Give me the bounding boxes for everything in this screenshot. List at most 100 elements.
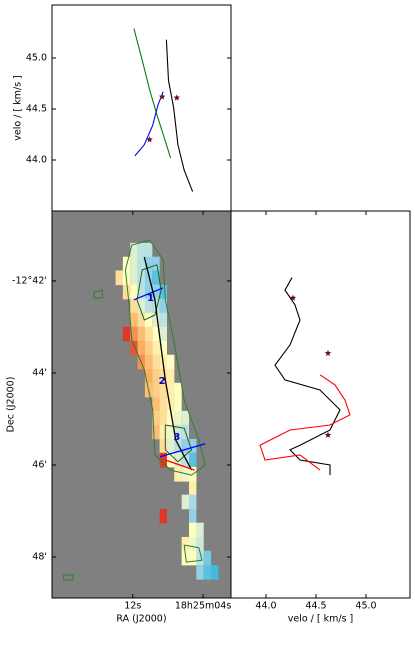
heatmap-cell — [174, 424, 182, 440]
heatmap-cell — [137, 312, 146, 328]
heatmap-cell — [174, 452, 182, 468]
heatmap-cell — [166, 452, 175, 468]
y-tick-label: 44.5 — [26, 104, 47, 115]
heatmap-cell — [159, 438, 167, 454]
heatmap-cell — [137, 242, 146, 258]
x-axis-label: RA (J2000) — [116, 614, 166, 625]
heatmap-cell — [189, 550, 197, 566]
panel-frame — [230, 210, 411, 599]
heatmap-cell — [196, 565, 204, 580]
contour — [93, 289, 103, 299]
heatmap-cell — [144, 284, 153, 300]
cut-label: 2 — [159, 376, 166, 387]
heatmap-cell — [159, 452, 167, 468]
heatmap-cell — [189, 536, 197, 552]
heatmap-cell — [144, 270, 153, 286]
x-tick-label: 12s — [124, 601, 141, 612]
heatmap-cell — [152, 326, 160, 342]
heatmap-cell — [159, 382, 167, 398]
series-line — [133, 28, 172, 159]
heatmap-cell — [144, 368, 153, 384]
heatmap-cell — [130, 256, 138, 272]
x-tick-label: 44.5 — [305, 601, 326, 612]
heatmap-cell — [144, 242, 153, 258]
contour — [136, 264, 162, 321]
heatmap-cell — [159, 424, 167, 440]
heatmap-cell — [159, 326, 167, 342]
heatmap-cell — [174, 467, 182, 482]
contour — [124, 239, 206, 476]
heatmap-cell — [152, 354, 160, 370]
heatmap-cell — [189, 480, 197, 496]
heatmap-cell — [122, 284, 131, 300]
heatmap-cell — [210, 565, 219, 580]
heatmap-cell — [152, 382, 160, 398]
series-line — [274, 277, 341, 476]
series-line — [134, 91, 164, 157]
heatmap-cell — [189, 522, 197, 538]
y-tick-label: 44' — [32, 367, 47, 378]
heatmap-cell — [196, 536, 204, 552]
heatmap-cell — [181, 494, 190, 510]
heatmap-cell — [159, 298, 167, 314]
heatmap-cell — [159, 410, 167, 426]
heatmap-cell — [166, 424, 175, 440]
heatmap-cell — [152, 340, 160, 356]
heatmap-cell — [137, 270, 146, 286]
contour — [183, 544, 203, 563]
heatmap-cell — [152, 368, 160, 384]
heatmap-cell — [115, 270, 123, 286]
heatmap-cell — [203, 550, 212, 566]
heatmap-cell — [144, 326, 153, 342]
heatmap-cell — [144, 340, 153, 356]
heatmap-cell — [181, 452, 190, 468]
heatmap-cell — [174, 438, 182, 454]
heatmap-cell — [166, 368, 175, 384]
contour — [63, 574, 74, 581]
y-axis-label: Dec (J2000) — [6, 377, 17, 433]
heatmap-cell — [130, 326, 138, 342]
cut-line — [133, 287, 164, 301]
heatmap-cell — [137, 256, 146, 272]
star-marker — [289, 294, 297, 301]
heatmap-cell — [181, 536, 190, 552]
star-marker — [173, 94, 181, 101]
cut-label: 1 — [147, 293, 154, 304]
heatmap-cell — [152, 312, 160, 328]
heatmap-cell — [152, 256, 160, 272]
heatmap-cell — [166, 438, 175, 454]
heatmap-cell — [152, 410, 160, 426]
star-marker — [146, 136, 153, 143]
heatmap-cell — [189, 452, 197, 468]
heatmap-cell — [189, 438, 197, 454]
heatmap-cell — [130, 340, 138, 356]
heatmap-cell — [159, 508, 167, 524]
heatmap-cell — [166, 354, 175, 370]
heatmap-cell — [159, 312, 167, 328]
heatmap-cell — [130, 242, 138, 258]
x-tick-label: 18h25m04s — [175, 601, 232, 612]
star-marker — [324, 349, 332, 356]
y-tick-label: -12°42' — [12, 275, 47, 286]
heatmap-cell — [174, 410, 182, 426]
heatmap-cell — [181, 467, 190, 482]
heatmap-cell — [137, 284, 146, 300]
heatmap-cell — [181, 438, 190, 454]
star-marker — [324, 431, 332, 438]
heatmap-cell — [130, 312, 138, 328]
heatmap-cell — [174, 396, 182, 412]
series-line — [165, 39, 194, 192]
panel-frame — [51, 4, 232, 212]
heatmap-cell — [174, 382, 182, 398]
cut-label: 3 — [173, 432, 180, 443]
heatmap-cell — [152, 396, 160, 412]
heatmap-cell — [181, 410, 190, 426]
heatmap-cell — [159, 340, 167, 356]
x-tick-label: 45.0 — [355, 601, 376, 612]
heatmap-cell — [122, 326, 131, 342]
heatmap-cell — [144, 298, 153, 314]
heatmap-cell — [130, 284, 138, 300]
heatmap-cell — [152, 270, 160, 286]
heatmap-cell — [159, 396, 167, 412]
